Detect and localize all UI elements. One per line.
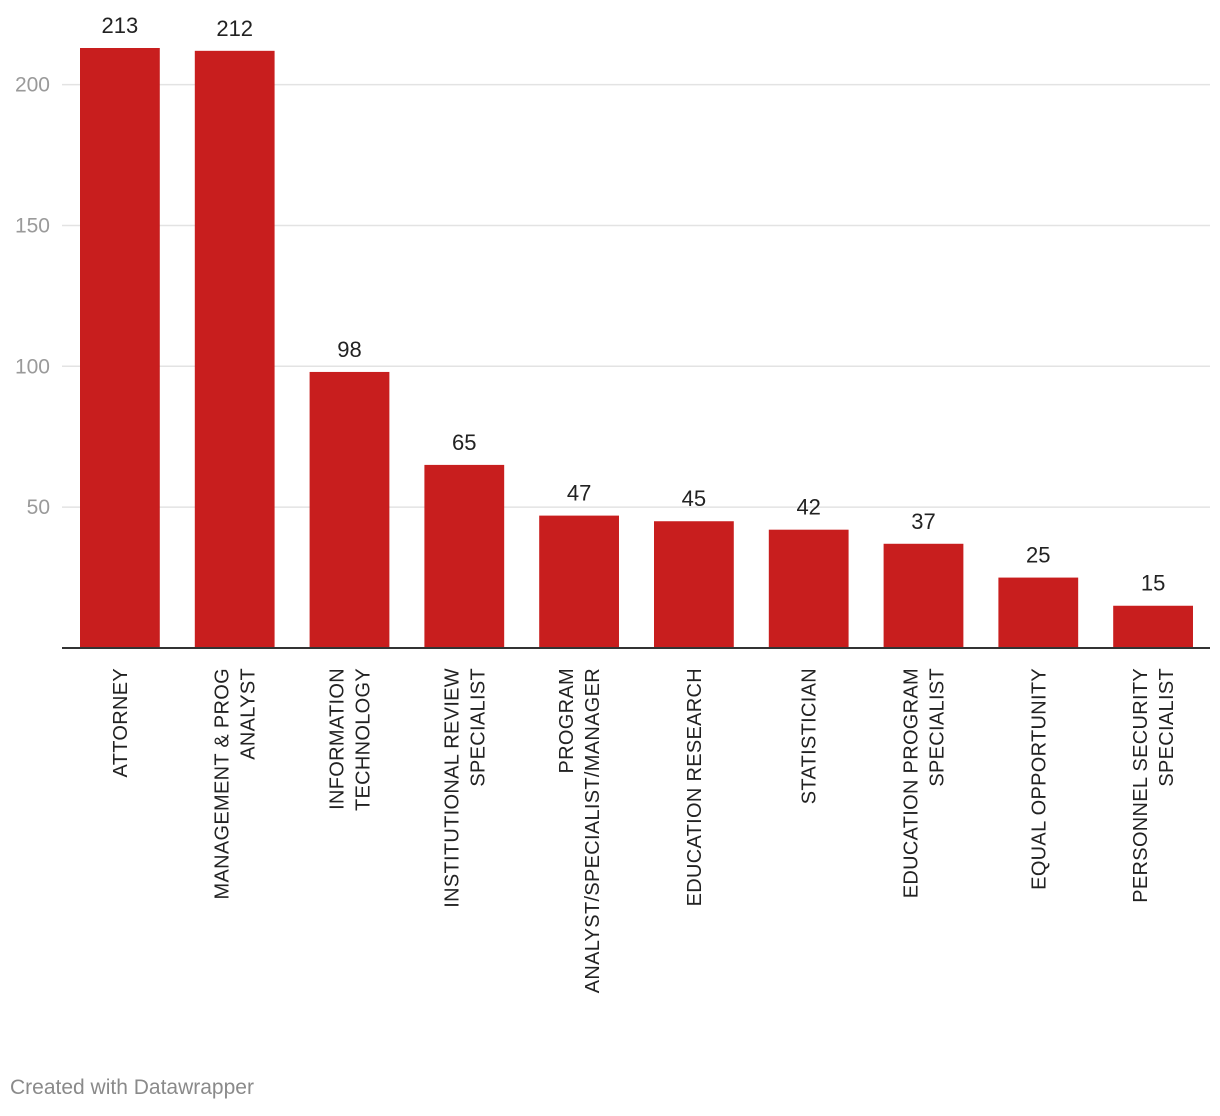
category-label-7-line-1: SPECIALIST <box>926 668 948 787</box>
category-label-2: INFORMATION TECHNOLOGY <box>326 668 374 811</box>
category-label-3-line-1: SPECIALIST <box>467 668 489 787</box>
bar-6 <box>768 529 849 648</box>
bar-9 <box>1113 605 1193 648</box>
category-label-3-line-0: INSTITUTIONAL REVIEW <box>441 668 463 908</box>
bar-8 <box>998 577 1079 648</box>
category-label-9-line-0: PERSONNEL SECURITY <box>1130 668 1152 903</box>
bar-2 <box>309 371 390 648</box>
category-label-7-line-0: EDUCATION PROGRAM <box>900 668 922 898</box>
category-label-6: STATISTICIAN <box>799 668 821 804</box>
bar-7 <box>883 543 964 648</box>
category-label-1: MANAGEMENT & PROG ANALYST <box>212 668 260 899</box>
bar-1 <box>194 50 275 649</box>
bar-chart: 50 100 150 200 213 ATTORNEY 212 MANAGEMENT & PR… <box>15 13 1210 993</box>
bar-3 <box>424 464 505 648</box>
value-label-8: 25 <box>1026 543 1050 568</box>
value-label-0: 213 <box>102 13 139 38</box>
category-label-2-line-0: INFORMATION <box>326 668 348 810</box>
value-label-1: 212 <box>216 16 253 41</box>
category-label-9-line-1: SPECIALIST <box>1156 668 1178 787</box>
category-label-0: ATTORNEY <box>110 668 132 777</box>
bar-4 <box>539 515 619 648</box>
category-label-1-line-0: MANAGEMENT & PROG <box>212 668 234 899</box>
value-label-4: 47 <box>567 481 591 506</box>
category-label-1-line-1: ANALYST <box>238 668 260 760</box>
value-label-9: 15 <box>1141 571 1165 596</box>
category-label-8: EQUAL OPPORTUNITY <box>1028 668 1050 890</box>
value-label-6: 42 <box>796 495 820 520</box>
chart-container: 50 100 150 200 213 ATTORNEY 212 MANAGEMENT & PR… <box>15 13 1210 993</box>
category-label-8-line-0: EQUAL OPPORTUNITY <box>1028 668 1050 890</box>
y-tick-label-200: 200 <box>15 74 50 97</box>
category-label-6-line-0: STATISTICIAN <box>799 668 821 804</box>
value-label-7: 37 <box>911 509 935 534</box>
y-tick-label-50: 50 <box>27 496 50 519</box>
category-label-5: EDUCATION RESEARCH <box>684 668 706 906</box>
value-label-5: 45 <box>682 486 706 511</box>
category-label-4-line-0: PROGRAM <box>556 668 578 773</box>
category-label-3: INSTITUTIONAL REVIEW SPECIALIST <box>441 668 489 908</box>
y-tick-label-100: 100 <box>15 355 50 378</box>
category-label-4-line-1: ANALYST/SPECIALIST/MANAGER <box>582 668 604 993</box>
category-label-7: EDUCATION PROGRAM SPECIALIST <box>900 668 948 898</box>
category-label-5-line-0: EDUCATION RESEARCH <box>684 668 706 906</box>
credit-text: Created with Datawrapper <box>10 1076 254 1099</box>
value-label-2: 98 <box>337 337 361 362</box>
value-label-3: 65 <box>452 430 476 455</box>
category-label-2-line-1: TECHNOLOGY <box>352 668 374 811</box>
category-label-0-line-0: ATTORNEY <box>110 668 132 777</box>
category-label-4: PROGRAM ANALYST/SPECIALIST/MANAGER <box>556 668 604 993</box>
bar-0 <box>80 48 160 648</box>
bar-5 <box>654 521 734 648</box>
y-tick-label-150: 150 <box>15 214 50 237</box>
category-label-9: PERSONNEL SECURITY SPECIALIST <box>1130 668 1178 903</box>
